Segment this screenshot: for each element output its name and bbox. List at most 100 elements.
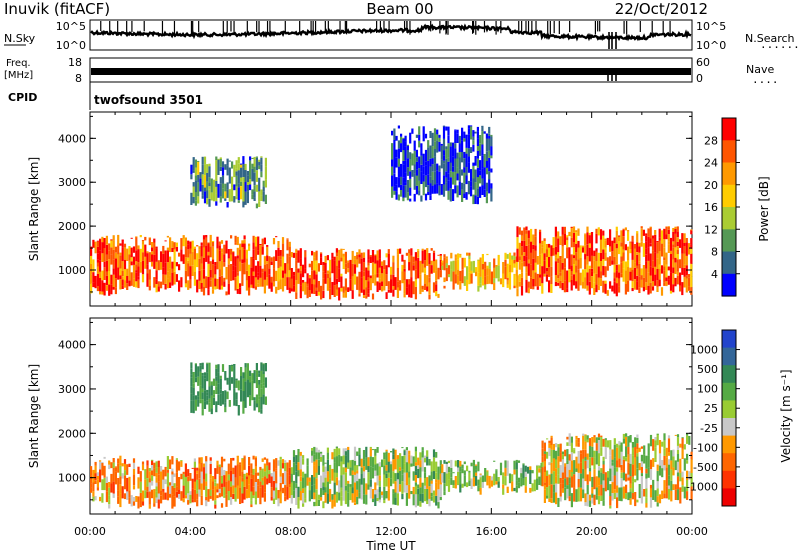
echo-cell: [221, 188, 225, 199]
echo-cell: [226, 189, 229, 198]
echo-cell: [656, 241, 659, 243]
echo-cell: [586, 232, 589, 245]
echo-cell: [347, 262, 350, 269]
echo-cell: [130, 272, 133, 286]
echo-cell: [633, 279, 636, 290]
echo-cell: [248, 264, 251, 276]
echo-cell: [160, 495, 163, 504]
colorbar-swatch: [722, 207, 736, 230]
echo-cell: [577, 247, 580, 260]
echo-cell: [479, 150, 482, 156]
freq-right-label: Nave: [746, 63, 774, 76]
echo-cell: [211, 259, 215, 265]
echo-cell: [141, 464, 145, 471]
echo-cell: [191, 478, 194, 489]
echo-cell: [652, 439, 655, 451]
echo-cell: [552, 237, 555, 248]
echo-cell: [686, 470, 689, 481]
echo-cell: [432, 490, 436, 496]
echo-cell: [463, 461, 466, 465]
echo-cell: [570, 275, 573, 280]
echo-cell: [94, 496, 97, 501]
echo-cell: [215, 376, 218, 381]
echo-cell: [476, 131, 479, 139]
echo-cell: [92, 239, 95, 248]
echo-cell: [108, 487, 111, 496]
echo-cell: [676, 449, 680, 454]
echo-cell: [437, 489, 440, 503]
echo-cell: [121, 261, 124, 271]
echo-cell: [527, 259, 530, 264]
echo-cell: [463, 276, 466, 286]
echo-cell: [634, 447, 637, 458]
echo-cell: [490, 476, 493, 481]
echo-cell: [457, 471, 460, 486]
echo-cell: [627, 230, 630, 232]
echo-cell: [642, 265, 645, 278]
echo-cell: [643, 489, 646, 497]
echo-cell: [400, 163, 403, 177]
echo-cell: [597, 453, 601, 466]
echo-cell: [151, 247, 154, 252]
echo-cell: [148, 471, 151, 479]
echo-cell: [477, 285, 480, 292]
echo-cell: [412, 459, 415, 467]
echo-cell: [584, 441, 587, 450]
echo-cell: [411, 170, 414, 177]
echo-cell: [636, 242, 639, 252]
echo-cell: [189, 254, 192, 267]
echo-cell: [485, 196, 488, 204]
echo-cell: [208, 402, 211, 412]
echo-cell: [198, 468, 201, 479]
echo-cell: [436, 129, 439, 135]
echo-cell: [243, 479, 246, 487]
echo-cell: [676, 241, 679, 246]
echo-cell: [360, 473, 363, 485]
echo-cell: [688, 286, 691, 291]
echo-cell: [387, 461, 390, 473]
echo-cell: [217, 372, 220, 384]
echo-cell: [209, 246, 212, 258]
echo-cell: [430, 260, 433, 265]
echo-cell: [220, 252, 224, 261]
echo-cell: [402, 137, 405, 139]
echo-cell: [456, 129, 459, 134]
echo-cell: [365, 295, 368, 299]
echo-cell: [153, 277, 156, 288]
echo-cell: [433, 149, 437, 157]
colorbar-swatch: [722, 140, 736, 164]
echo-cell: [306, 465, 309, 478]
echo-cell: [454, 148, 457, 159]
echo-cell: [515, 261, 518, 270]
echo-cell: [326, 481, 329, 494]
echo-cell: [299, 248, 302, 259]
echo-cell: [676, 231, 679, 238]
echo-cell: [586, 494, 589, 507]
echo-cell: [249, 179, 252, 185]
echo-cell: [445, 126, 448, 131]
echo-cell: [252, 258, 255, 272]
echo-cell: [442, 163, 446, 176]
echo-cell: [263, 457, 266, 460]
echo-cell: [292, 450, 296, 457]
echo-cell: [456, 158, 459, 168]
echo-cell: [112, 462, 115, 468]
echo-cell: [561, 483, 564, 489]
echo-cell: [524, 486, 527, 493]
colorbar-tick-label: 12: [704, 223, 718, 236]
y-tick-label: 4000: [58, 339, 86, 352]
echo-cell: [545, 244, 548, 250]
echo-cell: [277, 256, 280, 268]
echo-cell: [262, 385, 265, 395]
echo-cell: [504, 476, 507, 486]
echo-cell: [292, 285, 296, 292]
echo-cell: [545, 249, 548, 257]
echo-cell: [200, 483, 203, 496]
echo-cell: [579, 462, 583, 474]
echo-cell: [575, 243, 578, 253]
echo-cell: [403, 268, 406, 272]
echo-cell: [454, 476, 457, 489]
echo-cell: [651, 260, 655, 268]
echo-cell: [399, 467, 402, 471]
echo-cell: [656, 258, 659, 269]
